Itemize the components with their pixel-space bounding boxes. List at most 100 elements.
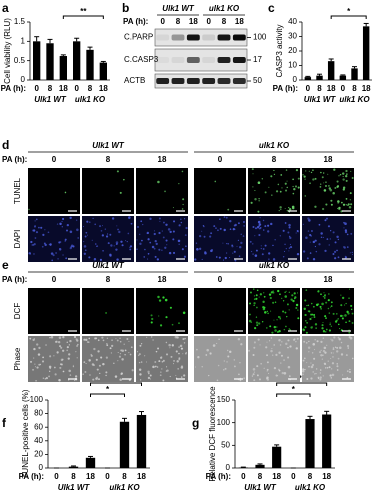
- cell-spot: [267, 230, 270, 233]
- cell-spot: [334, 187, 337, 189]
- y-tick-label: 50: [221, 440, 230, 449]
- cell-spot: [217, 229, 219, 232]
- cell-spot: [314, 239, 317, 242]
- cell-spot: [258, 233, 261, 237]
- cell-spot: [285, 169, 288, 171]
- cell-spot: [236, 245, 238, 247]
- cell-spot: [303, 307, 306, 311]
- cell-spot: [272, 301, 275, 304]
- cell-spot: [260, 362, 262, 365]
- blot-band: [171, 57, 185, 63]
- cell-spot: [226, 349, 229, 352]
- cell-spot: [59, 241, 62, 243]
- cell-spot: [243, 225, 245, 227]
- cell-spot: [296, 229, 299, 232]
- cell-spot: [260, 247, 263, 250]
- blot-band: [232, 57, 246, 63]
- cell-spot: [115, 248, 118, 251]
- cell-spot: [222, 259, 225, 261]
- cell-spot: [263, 292, 265, 294]
- cell-spot: [306, 362, 308, 364]
- cell-spot: [305, 289, 308, 291]
- cell-spot: [85, 231, 88, 234]
- cell-spot: [209, 352, 212, 355]
- cell-spot: [48, 365, 52, 369]
- cell-spot: [334, 320, 338, 323]
- cell-spot: [240, 241, 243, 245]
- cell-spot: [268, 293, 272, 296]
- cell-spot: [266, 341, 268, 343]
- cell-spot: [315, 250, 318, 253]
- cell-spot: [115, 241, 119, 244]
- cell-spot: [311, 352, 314, 354]
- cell-spot: [322, 321, 324, 324]
- cell-spot: [102, 339, 105, 342]
- cell-spot: [82, 225, 84, 228]
- cell-spot: [84, 249, 87, 251]
- cell-spot: [333, 352, 335, 354]
- cell-spot: [169, 230, 172, 234]
- cell-spot: [178, 224, 181, 227]
- cell-spot: [158, 299, 162, 302]
- cell-spot: [266, 361, 269, 364]
- cell-spot: [168, 251, 172, 255]
- y-tick-label: 0: [39, 463, 44, 472]
- cell-spot: [339, 314, 343, 318]
- cell-spot: [264, 225, 267, 228]
- cell-spot: [254, 254, 258, 257]
- cell-spot: [153, 230, 155, 232]
- cell-spot: [223, 369, 225, 371]
- cell-spot: [130, 346, 133, 349]
- cell-spot: [319, 378, 322, 381]
- blot-band: [171, 34, 185, 41]
- cell-spot: [284, 207, 286, 210]
- cell-spot: [232, 252, 234, 254]
- cell-spot: [165, 223, 168, 226]
- cell-spot: [125, 240, 127, 242]
- cell-spot: [262, 300, 265, 304]
- cell-spot: [169, 306, 172, 309]
- cell-spot: [44, 243, 47, 247]
- cell-spot: [266, 376, 269, 379]
- cell-spot: [293, 292, 296, 295]
- cell-spot: [351, 357, 354, 360]
- cell-spot: [325, 317, 327, 319]
- significance-bracket: [90, 382, 142, 386]
- cell-spot: [252, 186, 254, 188]
- cell-spot: [161, 368, 163, 370]
- bar: [99, 62, 107, 80]
- cell-spot: [147, 238, 150, 241]
- cell-spot: [326, 366, 329, 369]
- cell-spot: [323, 292, 325, 294]
- cell-spot: [256, 324, 259, 327]
- cell-spot: [286, 186, 288, 189]
- cell-spot: [147, 372, 150, 375]
- panel-label: a: [2, 1, 9, 15]
- cell-spot: [181, 208, 184, 210]
- cell-spot: [166, 244, 168, 246]
- cell-spot: [305, 341, 308, 344]
- cell-spot: [105, 312, 107, 314]
- cell-spot: [94, 223, 96, 226]
- cell-spot: [165, 370, 168, 372]
- cell-spot: [182, 353, 184, 355]
- cell-spot: [252, 243, 254, 245]
- cell-spot: [273, 366, 277, 370]
- cell-spot: [53, 355, 55, 357]
- cell-spot: [349, 336, 353, 340]
- cell-spot: [30, 240, 33, 244]
- time-label: 18: [158, 155, 167, 164]
- cell-spot: [178, 182, 180, 185]
- cell-spot: [282, 300, 285, 302]
- cell-spot: [40, 226, 43, 229]
- cell-spot: [118, 230, 121, 234]
- time-label: 18: [324, 275, 333, 284]
- cell-spot: [325, 328, 328, 331]
- cell-spot: [116, 339, 119, 342]
- cell-spot: [326, 238, 329, 240]
- blot-band: [202, 57, 216, 63]
- cell-spot: [314, 323, 318, 326]
- cell-spot: [337, 238, 340, 241]
- cell-spot: [308, 365, 310, 368]
